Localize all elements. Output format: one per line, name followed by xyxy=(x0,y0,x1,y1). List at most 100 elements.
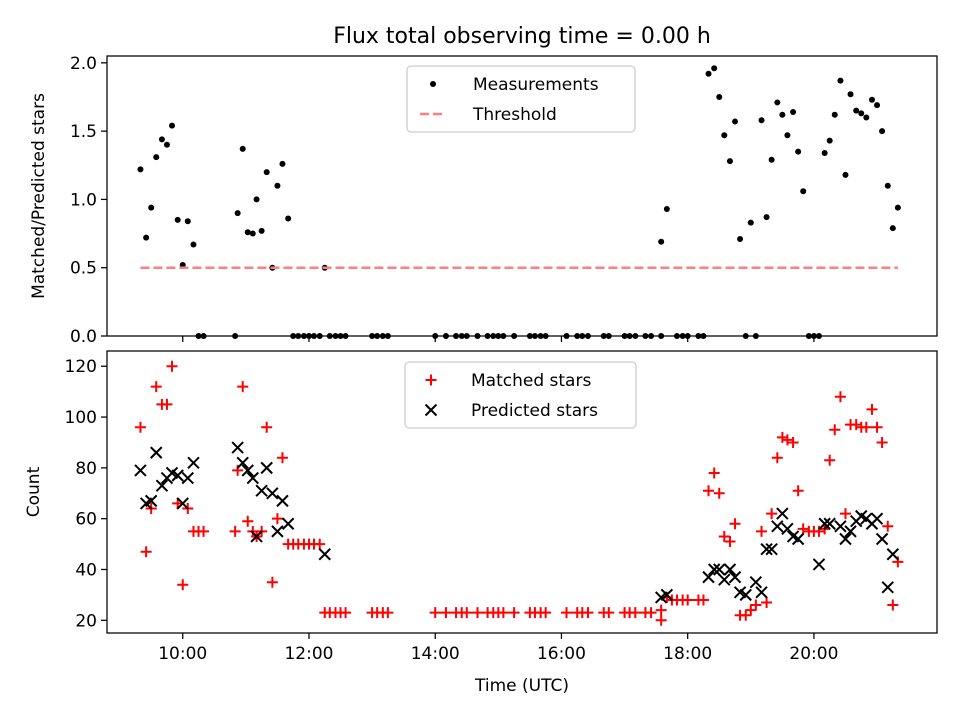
matched-stars-point xyxy=(150,381,162,393)
measurements-point xyxy=(190,241,197,248)
predicted-stars-point xyxy=(823,517,836,530)
predicted-stars-point xyxy=(781,522,794,536)
predicted-stars-point xyxy=(236,456,249,469)
legend-swatch xyxy=(424,403,438,417)
measurements-point xyxy=(263,169,270,176)
measurements-point xyxy=(847,91,854,98)
predicted-stars-point xyxy=(250,530,263,543)
predicted-stars-point xyxy=(844,525,857,538)
measurements-point xyxy=(889,225,896,232)
y-tick-label: 1.5 xyxy=(70,122,97,142)
measurements-point xyxy=(458,333,465,339)
measurements-point xyxy=(842,171,849,178)
matched-stars-point xyxy=(745,604,757,616)
measurements-point xyxy=(379,333,386,339)
predicted-stars-point xyxy=(718,573,731,586)
x-tick-label: 12:00 xyxy=(284,644,333,664)
measurements-point xyxy=(790,109,797,115)
matched-stars-point xyxy=(824,454,836,466)
matched-stars-point xyxy=(314,538,326,550)
measurements-point xyxy=(810,333,817,339)
measurements-point xyxy=(600,333,607,339)
measurements-point xyxy=(868,96,875,103)
measurements-point xyxy=(332,333,339,339)
predicted-stars-point xyxy=(255,484,268,497)
matched-stars-point xyxy=(724,536,736,548)
measurements-point xyxy=(763,214,770,221)
measurements-point xyxy=(700,333,707,339)
measurements-point xyxy=(490,333,497,339)
predicted-stars-point xyxy=(155,479,169,492)
predicted-stars-point xyxy=(181,471,194,485)
measurements-point xyxy=(337,333,344,339)
measurements-point xyxy=(531,333,538,339)
measurements-point xyxy=(295,333,302,339)
measurements-point xyxy=(879,128,886,135)
matched-stars-point xyxy=(860,421,872,433)
y-tick-label: 40 xyxy=(75,560,97,580)
legend-swatch xyxy=(425,374,437,386)
matched-stars-point xyxy=(713,487,725,499)
matched-stars-point xyxy=(708,467,720,479)
measurements-point xyxy=(658,238,665,245)
matched-stars-point xyxy=(261,421,273,433)
measurements-point xyxy=(316,333,323,339)
measurements-point xyxy=(148,204,155,211)
predicted-stars-point xyxy=(870,512,884,525)
matched-stars-point xyxy=(756,525,768,537)
matched-stars-point xyxy=(603,607,615,619)
matched-stars-point xyxy=(440,607,452,619)
matched-stars-point xyxy=(166,360,178,372)
measurements-point xyxy=(285,215,292,222)
predicted-stars-point xyxy=(150,446,163,459)
predicted-stars-point xyxy=(723,563,737,576)
matched-stars-point xyxy=(497,607,509,619)
chart-title: Flux total observing time = 0.00 h xyxy=(333,24,711,49)
measurements-point xyxy=(752,333,759,339)
measurements-point xyxy=(374,333,381,339)
predicted-stars-point xyxy=(702,570,715,584)
measurements-point xyxy=(774,99,781,106)
y-axis-label: Matched/Predicted stars xyxy=(29,93,49,299)
measurements-point xyxy=(742,333,749,339)
measurements-point xyxy=(305,333,312,339)
matched-stars-point xyxy=(429,607,441,619)
measurements-point xyxy=(626,333,633,339)
measurements-point xyxy=(174,216,181,223)
x-axis-label: Time (UTC) xyxy=(474,676,569,696)
matched-stars-point xyxy=(242,515,254,527)
measurements-point xyxy=(705,70,712,77)
matched-stars-point xyxy=(276,452,288,464)
measurements-point xyxy=(711,65,718,72)
y-tick-label: 100 xyxy=(65,408,97,428)
matched-stars-point xyxy=(887,599,899,611)
measurements-point xyxy=(737,236,744,243)
matched-stars-point xyxy=(771,452,783,464)
predicted-stars-point xyxy=(812,558,826,571)
matched-stars-point xyxy=(140,546,152,558)
predicted-stars-point xyxy=(839,532,852,546)
measurements-point xyxy=(726,158,733,165)
measurements-point xyxy=(311,333,318,339)
y-tick-label: 80 xyxy=(75,459,97,479)
matched-stars-point xyxy=(750,599,762,611)
matched-stars-point xyxy=(766,508,778,520)
legend-swatch xyxy=(430,81,436,87)
matched-stars-point xyxy=(560,607,572,619)
measurements-point xyxy=(648,333,655,339)
predicted-stars-point xyxy=(660,588,674,602)
predicted-stars-point xyxy=(771,520,784,533)
predicted-stars-point xyxy=(241,464,254,477)
matched-stars-point xyxy=(871,421,883,433)
matched-stars-point xyxy=(718,530,730,542)
matched-stars-point xyxy=(839,508,851,520)
measurements-point xyxy=(768,156,775,163)
matched-stars-point xyxy=(198,525,210,537)
matched-stars-point xyxy=(834,391,846,403)
measurements-point xyxy=(574,333,581,339)
matched-stars-point xyxy=(382,607,394,619)
predicted-stars-point xyxy=(134,464,147,477)
measurements-point xyxy=(758,117,765,124)
predicted-stars-point xyxy=(276,494,289,508)
matched-stars-point xyxy=(876,436,888,448)
